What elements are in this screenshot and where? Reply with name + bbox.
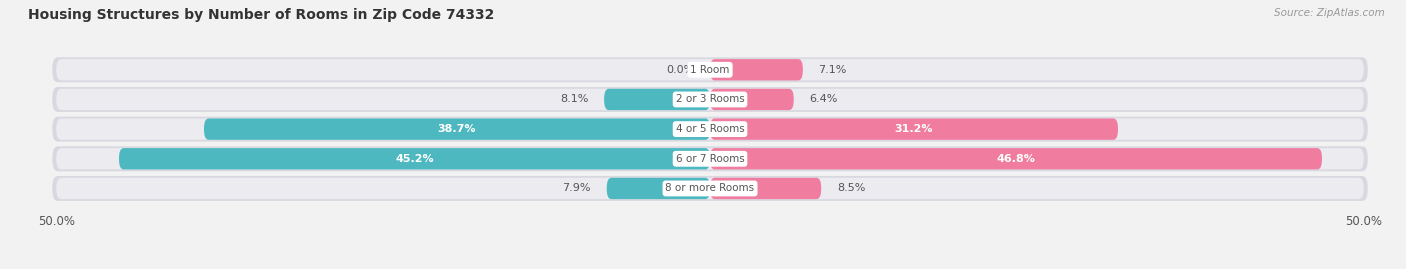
FancyBboxPatch shape (56, 89, 1364, 110)
Text: Source: ZipAtlas.com: Source: ZipAtlas.com (1274, 8, 1385, 18)
Text: 1 Room: 1 Room (690, 65, 730, 75)
FancyBboxPatch shape (52, 176, 1368, 201)
FancyBboxPatch shape (56, 148, 1364, 169)
FancyBboxPatch shape (52, 117, 1368, 141)
Text: Housing Structures by Number of Rooms in Zip Code 74332: Housing Structures by Number of Rooms in… (28, 8, 495, 22)
Text: 4 or 5 Rooms: 4 or 5 Rooms (676, 124, 744, 134)
FancyBboxPatch shape (710, 89, 794, 110)
FancyBboxPatch shape (56, 118, 1364, 140)
FancyBboxPatch shape (710, 59, 803, 80)
Text: 6.4%: 6.4% (810, 94, 838, 104)
Text: 7.9%: 7.9% (562, 183, 591, 193)
Text: 45.2%: 45.2% (395, 154, 434, 164)
FancyBboxPatch shape (52, 57, 1368, 82)
Text: 0.0%: 0.0% (666, 65, 695, 75)
Text: 8.1%: 8.1% (560, 94, 589, 104)
FancyBboxPatch shape (605, 89, 710, 110)
FancyBboxPatch shape (52, 87, 1368, 112)
FancyBboxPatch shape (710, 148, 1322, 169)
FancyBboxPatch shape (607, 178, 710, 199)
FancyBboxPatch shape (204, 118, 710, 140)
Text: 8.5%: 8.5% (837, 183, 865, 193)
FancyBboxPatch shape (52, 146, 1368, 171)
Text: 38.7%: 38.7% (437, 124, 477, 134)
Legend: Owner-occupied, Renter-occupied: Owner-occupied, Renter-occupied (579, 266, 841, 269)
FancyBboxPatch shape (710, 118, 1118, 140)
Text: 31.2%: 31.2% (894, 124, 934, 134)
FancyBboxPatch shape (120, 148, 710, 169)
Text: 46.8%: 46.8% (997, 154, 1035, 164)
Text: 8 or more Rooms: 8 or more Rooms (665, 183, 755, 193)
Text: 2 or 3 Rooms: 2 or 3 Rooms (676, 94, 744, 104)
FancyBboxPatch shape (56, 178, 1364, 199)
FancyBboxPatch shape (710, 178, 821, 199)
FancyBboxPatch shape (56, 59, 1364, 80)
Text: 7.1%: 7.1% (818, 65, 846, 75)
Text: 6 or 7 Rooms: 6 or 7 Rooms (676, 154, 744, 164)
